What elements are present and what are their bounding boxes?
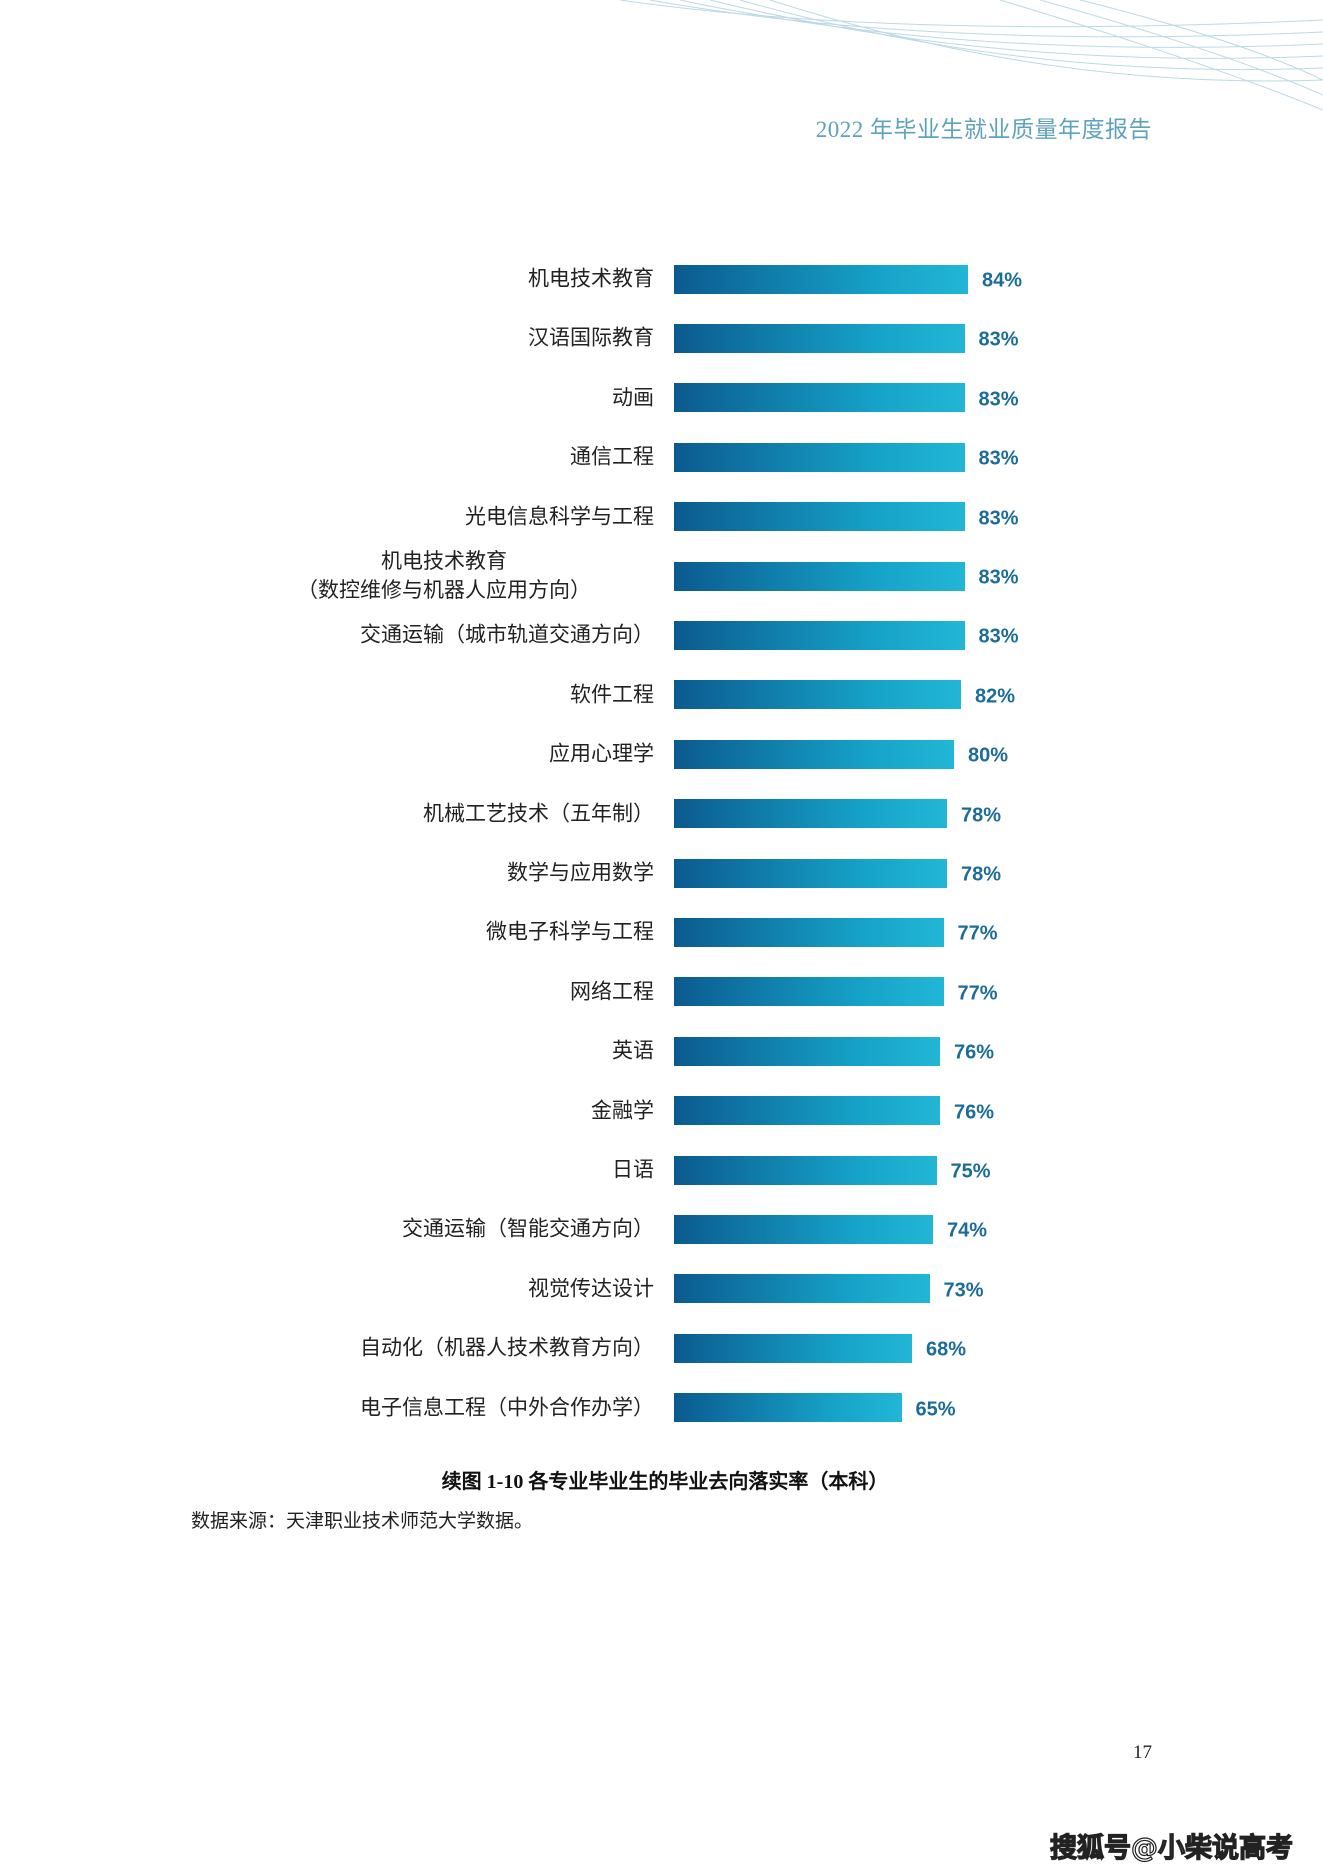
category-label: 日语 [612,1157,654,1182]
bar [674,680,961,710]
bar [674,561,965,591]
category-label: 交通运输（智能交通方向） [402,1216,654,1241]
category-label: 汉语国际教育 [528,325,654,350]
value-label: 83% [978,328,1019,351]
decorative-curves [619,0,1323,111]
category-label: 机电技术教育 （数控维修与机器人应用方向） [297,549,591,602]
bar [674,917,944,947]
category-label: 自动化（机器人技术教育方向） [360,1335,654,1360]
bar [674,858,947,888]
value-label: 74% [947,1219,988,1242]
value-label: 82% [975,685,1016,708]
value-label: 77% [957,982,998,1005]
value-label: 65% [915,1398,956,1421]
bar [674,1333,912,1363]
bar [674,1096,940,1126]
value-label: 83% [978,447,1019,470]
value-label: 73% [943,1279,984,1302]
caption: 续图 1-10 各专业毕业生的毕业去向落实率（本科） [441,1471,889,1493]
category-label: 机电技术教育 [528,266,654,291]
category-label: 金融学 [591,1098,654,1123]
value-label: 84% [982,269,1023,292]
page-number: 17 [1133,1742,1152,1763]
category-label: 应用心理学 [549,741,654,766]
value-label: 77% [957,922,998,945]
bar [674,264,968,294]
category-label: 软件工程 [570,682,654,707]
value-label: 75% [950,1160,991,1183]
category-label: 电子信息工程（中外合作办学） [360,1395,654,1420]
value-label: 83% [978,566,1019,589]
value-label: 68% [926,1338,967,1361]
bar [674,383,965,413]
category-label: 网络工程 [570,979,654,1004]
watermark: 搜狐号@小柴说高考 [1049,1832,1293,1864]
value-label: 83% [978,388,1019,411]
bar [674,1274,930,1304]
category-label: 动画 [612,385,654,410]
value-label: 83% [978,625,1019,648]
category-label: 英语 [612,1038,654,1063]
value-label: 78% [961,863,1002,886]
bar [674,739,954,769]
value-label: 78% [961,804,1002,827]
category-label: 交通运输（城市轨道交通方向） [360,622,654,647]
category-label: 机械工艺技术（五年制） [423,801,654,826]
header: 2022 年毕业生就业质量年度报告 [815,117,1152,142]
bar [674,502,965,532]
bar [674,977,944,1007]
value-label: 76% [954,1101,995,1124]
value-label: 83% [978,507,1019,530]
category-label: 光电信息科学与工程 [465,504,654,529]
category-label: 微电子科学与工程 [486,919,654,944]
bar [674,1155,937,1185]
bar [674,1214,933,1244]
source-note: 数据来源：天津职业技术师范大学数据。 [191,1511,534,1532]
value-label: 76% [954,1041,995,1064]
bar [674,442,965,472]
category-label: 通信工程 [570,444,654,469]
bar [674,799,947,829]
bar [674,1036,940,1066]
bar [674,1393,902,1423]
bar [674,620,965,650]
value-label: 80% [968,744,1009,767]
category-label: 视觉传达设计 [528,1276,654,1301]
category-label: 数学与应用数学 [507,860,654,885]
bar [674,323,965,353]
